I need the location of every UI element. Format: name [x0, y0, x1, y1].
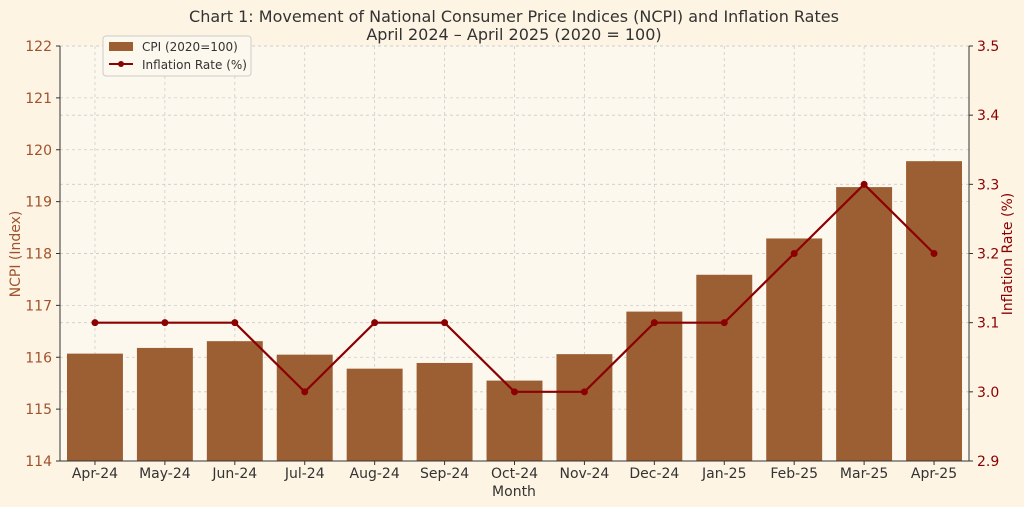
inflation-point [91, 319, 99, 327]
axes [56, 45, 973, 465]
cpi-bar [626, 311, 683, 461]
x-axis-label: Month [492, 484, 536, 500]
y2-tick-label: 3.3 [977, 177, 999, 193]
inflation-point [650, 319, 658, 327]
y-tick-label: 120 [25, 143, 52, 159]
cpi-bar [136, 347, 193, 461]
y2-tick-label: 3.1 [977, 316, 999, 332]
y-tick-label: 119 [25, 195, 52, 211]
legend-bar-swatch [109, 42, 133, 51]
y-axis-label: NCPI (Index) [8, 211, 24, 298]
inflation-point [790, 250, 798, 257]
y-tick-label: 114 [25, 454, 52, 470]
inflation-point [231, 319, 239, 327]
cpi-bar [346, 368, 403, 461]
x-tick-label: Apr-25 [911, 466, 957, 482]
x-tick-label: May-24 [139, 466, 191, 482]
y2-tick-label: 3.5 [977, 39, 999, 55]
y-tick-label: 122 [25, 39, 52, 55]
x-tick-label: Sep-24 [420, 466, 469, 482]
x-tick-label: Jul-24 [284, 466, 325, 482]
y-tick-label: 121 [25, 91, 52, 107]
y2-axis-label: Inflation Rate (%) [1000, 193, 1016, 315]
cpi-bar [416, 362, 473, 461]
cpi-bar [66, 353, 123, 461]
cpi-bar [836, 187, 893, 461]
inflation-point [580, 388, 588, 396]
chart-title: Chart 1: Movement of National Consumer P… [189, 7, 839, 26]
line-series [91, 180, 938, 396]
y-tick-label: 118 [25, 247, 52, 263]
legend: CPI (2020=100) Inflation Rate (%) [102, 35, 252, 77]
inflation-point [720, 319, 728, 327]
legend-bar-label: CPI (2020=100) [142, 40, 238, 54]
x-tick-label: Jan-25 [701, 466, 746, 482]
x-tick-label: Mar-25 [840, 466, 888, 482]
inflation-point [371, 319, 379, 327]
y-tick-label: 117 [25, 298, 52, 314]
y2-tick-label: 3.4 [977, 108, 999, 124]
x-tick-label: Jun-24 [211, 466, 257, 482]
inflation-point [161, 319, 169, 327]
inflation-point [930, 250, 938, 257]
cpi-bar [276, 354, 333, 461]
inflation-point [441, 319, 449, 327]
y-tick-label: 116 [25, 350, 52, 366]
x-tick-label: Aug-24 [350, 466, 400, 482]
inflation-point [511, 388, 518, 396]
inflation-point [301, 388, 309, 396]
cpi-bar [906, 161, 963, 461]
y2-tick-label: 2.9 [977, 454, 999, 470]
x-tick-label: Nov-24 [560, 466, 610, 482]
cpi-bar [556, 354, 613, 461]
legend-line-label: Inflation Rate (%) [142, 58, 247, 72]
legend-line-marker [118, 61, 124, 67]
x-tick-label: Apr-24 [72, 466, 118, 482]
tick-labels: 114 115 116 117 118 119 120 121 122 2.9 3.0 3.1 3.2 3… [25, 39, 999, 482]
x-tick-label: Feb-25 [770, 466, 818, 482]
x-tick-label: Dec-24 [629, 466, 679, 482]
cpi-bar [206, 341, 263, 461]
y2-tick-label: 3.2 [977, 247, 999, 263]
y2-tick-label: 3.0 [977, 385, 999, 401]
x-tick-label: Oct-24 [491, 466, 538, 482]
legend-box [102, 35, 252, 77]
y-tick-label: 115 [25, 402, 52, 418]
cpi-bar [766, 238, 823, 461]
cpi-bar [696, 274, 753, 461]
chart-subtitle: April 2024 – April 2025 (2020 = 100) [366, 25, 661, 44]
inflation-point [860, 180, 868, 188]
